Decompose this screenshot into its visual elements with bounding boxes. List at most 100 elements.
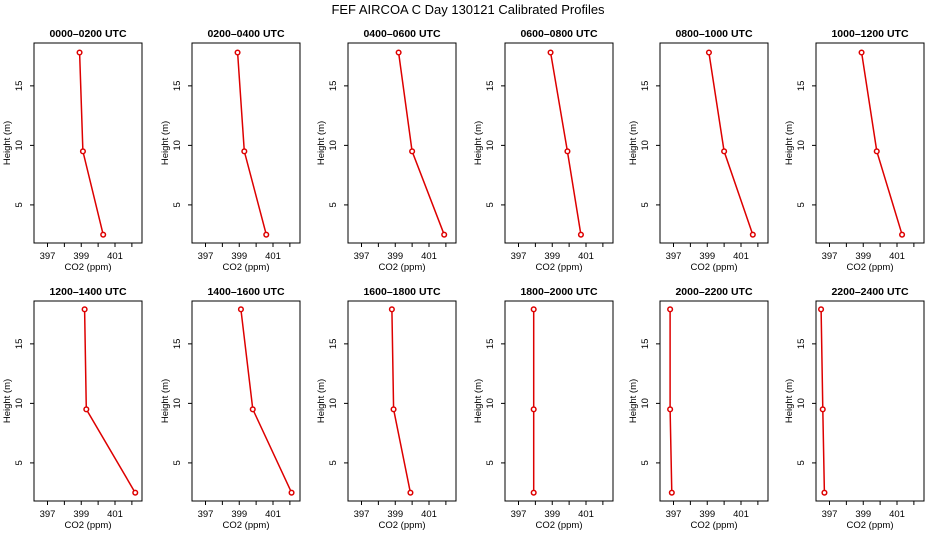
profile-line [860, 52, 903, 235]
y-tick-label: 10 [172, 398, 183, 409]
data-point [858, 49, 865, 56]
x-tick-label: 399 [855, 251, 871, 262]
data-point [705, 49, 712, 56]
panel-title: 0800–1000 UTC [675, 28, 752, 40]
y-tick-label: 5 [14, 460, 25, 465]
x-tick-label: 399 [231, 509, 247, 520]
y-tick-label: 10 [14, 398, 25, 409]
y-axis-label: Height (m) [2, 121, 13, 165]
x-tick-label: 397 [40, 251, 56, 262]
data-point [564, 148, 571, 155]
x-tick-label: 397 [40, 509, 56, 520]
x-axis-label: CO2 (ppm) [536, 262, 583, 273]
y-tick-label: 15 [172, 339, 183, 350]
profile-line [78, 52, 104, 235]
y-axis-label: Height (m) [784, 379, 795, 423]
data-point [818, 306, 825, 313]
y-tick-label: 5 [796, 460, 807, 465]
x-tick-label: 397 [822, 509, 838, 520]
x-tick-label: 401 [421, 251, 437, 262]
y-tick-label: 15 [172, 81, 183, 92]
x-tick-label: 399 [699, 251, 715, 262]
figure-title: FEF AIRCOA C Day 130121 Calibrated Profi… [331, 2, 605, 17]
plot-frame [347, 300, 457, 502]
data-point [821, 489, 828, 496]
x-tick-label: 401 [107, 251, 123, 262]
y-axis-label: Height (m) [628, 121, 639, 165]
y-tick-label: 15 [796, 339, 807, 350]
panel-title: 0400–0600 UTC [363, 28, 440, 40]
data-point [388, 306, 395, 313]
y-tick-label: 5 [640, 202, 651, 207]
x-tick-label: 401 [265, 509, 281, 520]
y-tick-label: 15 [640, 339, 651, 350]
y-tick-label: 10 [640, 398, 651, 409]
y-axis-label: Height (m) [473, 121, 484, 165]
x-tick-label: 399 [544, 251, 560, 262]
plot-frame [191, 42, 301, 244]
x-axis-label: CO2 (ppm) [691, 262, 738, 273]
data-point [409, 148, 416, 155]
y-tick-label: 5 [485, 460, 496, 465]
data-point [547, 49, 554, 56]
plot-frame [659, 300, 769, 502]
plot-frame [33, 300, 143, 502]
profile-line [549, 52, 582, 235]
y-tick-label: 10 [328, 140, 339, 151]
y-tick-label: 15 [796, 81, 807, 92]
profile-line [397, 52, 445, 235]
x-tick-label: 401 [578, 251, 594, 262]
panel-title: 0200–0400 UTC [207, 28, 284, 40]
y-axis-label: Height (m) [160, 121, 171, 165]
x-axis-label: CO2 (ppm) [65, 520, 112, 531]
y-tick-label: 10 [14, 140, 25, 151]
plot-frame [504, 42, 614, 244]
plot-frame [191, 300, 301, 502]
x-axis-label: CO2 (ppm) [536, 520, 583, 531]
data-point [721, 148, 728, 155]
x-tick-label: 401 [107, 509, 123, 520]
y-tick-label: 15 [14, 339, 25, 350]
y-tick-label: 5 [172, 202, 183, 207]
y-tick-label: 10 [796, 140, 807, 151]
profile-line [83, 309, 136, 494]
profile-line [820, 309, 826, 493]
data-point [873, 148, 880, 155]
profile-line [708, 52, 754, 235]
profile-line [240, 309, 293, 494]
x-tick-label: 399 [855, 509, 871, 520]
profile-line [236, 52, 268, 235]
plot-frame [347, 42, 457, 244]
y-tick-label: 15 [485, 339, 496, 350]
x-tick-label: 399 [73, 509, 89, 520]
data-point [899, 231, 906, 238]
data-point [132, 489, 139, 496]
y-tick-label: 5 [328, 202, 339, 207]
x-tick-label: 399 [73, 251, 89, 262]
x-axis-label: CO2 (ppm) [223, 262, 270, 273]
data-point [749, 231, 756, 238]
x-axis-label: CO2 (ppm) [691, 520, 738, 531]
x-tick-label: 397 [354, 251, 370, 262]
plot-frame [815, 300, 925, 502]
x-axis-label: CO2 (ppm) [65, 262, 112, 273]
y-tick-label: 10 [485, 140, 496, 151]
x-tick-label: 401 [421, 509, 437, 520]
x-tick-label: 397 [666, 509, 682, 520]
y-axis-label: Height (m) [160, 379, 171, 423]
data-point [288, 489, 295, 496]
x-tick-label: 397 [511, 251, 527, 262]
y-axis-label: Height (m) [473, 379, 484, 423]
y-axis-label: Height (m) [316, 379, 327, 423]
plot-frame [504, 300, 614, 502]
